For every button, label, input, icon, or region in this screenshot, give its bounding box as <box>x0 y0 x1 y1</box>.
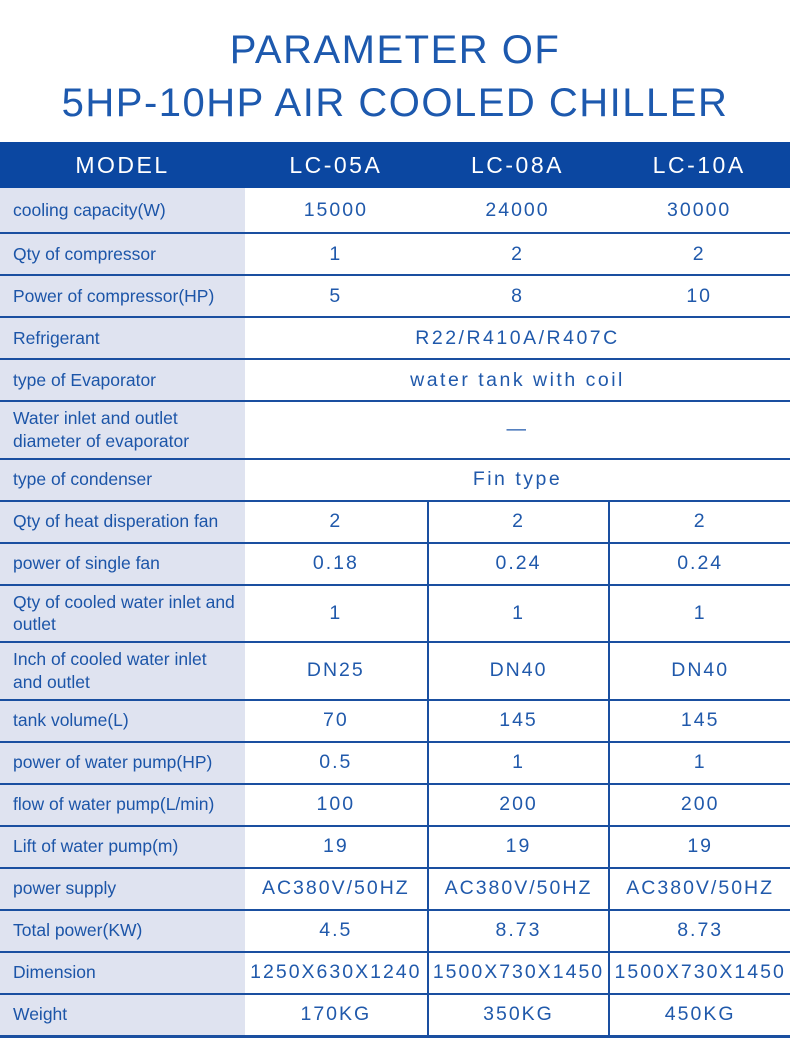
table-row: power of water pump(HP) 0.5 1 1 <box>0 742 790 785</box>
row-value: 1 <box>608 742 790 783</box>
row-value: 2 <box>692 242 706 265</box>
row-value: 2 <box>511 242 524 265</box>
table-row: Refrigerant R22/R410A/R407C <box>0 318 790 360</box>
header-column-lc10a: LC-10A <box>652 151 746 178</box>
row-value: AC380V/50HZ <box>608 868 790 909</box>
row-value: 0.5 <box>319 751 353 773</box>
row-label: cooling capacity(W) <box>0 188 245 232</box>
row-value: 30000 <box>667 198 732 221</box>
row-value: 24000 <box>485 198 550 221</box>
row-value: 19 <box>322 835 349 857</box>
row-label: Qty of cooled water inlet and outlet <box>0 585 245 641</box>
table-row: Dimension 1250X630X1240 1500X730X1450 1500X… <box>0 952 790 995</box>
table-row: Water inlet and outlet diameter of evapo… <box>0 402 790 460</box>
table-row: power of single fan 0.18 0.24 0.24 <box>0 543 790 586</box>
row-label: power of single fan <box>0 543 245 584</box>
table-row: type of Evaporator water tank with coil <box>0 360 790 402</box>
row-value: DN25 <box>306 659 365 682</box>
row-value: 1 <box>426 742 609 783</box>
row-label: power supply <box>0 868 245 909</box>
row-value: 8.73 <box>608 910 790 951</box>
row-merged-value: R22/R410A/R407C <box>415 326 620 349</box>
page-title-line1: PARAMETER OF <box>229 28 561 72</box>
row-value: AC380V/50HZ <box>426 868 609 909</box>
row-value: 145 <box>608 700 790 741</box>
table-row: Qty of heat disperation fan 2 2 2 <box>0 501 790 544</box>
row-value: 1 <box>426 585 609 641</box>
header-column-lc08a: LC-08A <box>471 151 564 178</box>
row-label: Total power(KW) <box>0 910 245 951</box>
page-title: PARAMETER OF 5HP-10HP AIR COOLED CHILLER <box>0 0 790 140</box>
row-value: 5 <box>329 284 343 307</box>
table-row: flow of water pump(L/min) 100 200 200 <box>0 784 790 827</box>
row-value: 170KG <box>300 1003 372 1025</box>
row-label: type of condenser <box>0 459 245 500</box>
table-body: cooling capacity(W) 15000 24000 30000 Qty of… <box>0 188 790 1038</box>
row-label: flow of water pump(L/min) <box>0 784 245 825</box>
page-title-line2: 5HP-10HP AIR COOLED CHILLER <box>61 80 729 125</box>
table-row: cooling capacity(W) 15000 24000 30000 <box>0 188 790 234</box>
row-value: 200 <box>426 784 609 825</box>
table-row: power supply AC380V/50HZ AC380V/50HZ AC380V… <box>0 868 790 911</box>
header-model-label: MODEL <box>75 151 170 178</box>
row-label: tank volume(L) <box>0 700 245 741</box>
header-column-lc05a: LC-05A <box>289 151 383 178</box>
row-value: 145 <box>426 700 609 741</box>
table-row: Lift of water pump(m) 19 19 19 <box>0 826 790 869</box>
table-row: type of condenser Fin type <box>0 459 790 502</box>
row-value: 200 <box>608 784 790 825</box>
table-row: tank volume(L) 70 145 145 <box>0 700 790 743</box>
row-value: DN40 <box>608 643 790 699</box>
row-value: 1 <box>608 585 790 641</box>
row-value: 19 <box>426 826 609 867</box>
row-merged-value: water tank with coil <box>410 368 625 391</box>
row-label: Weight <box>0 994 245 1035</box>
row-value: 8.73 <box>426 910 609 951</box>
row-value: 1250X630X1240 <box>250 961 422 983</box>
row-merged-value: Fin type <box>472 468 563 490</box>
row-value: 70 <box>322 709 349 731</box>
table-row: Total power(KW) 4.5 8.73 8.73 <box>0 910 790 953</box>
table-row: Qty of compressor 1 2 2 <box>0 234 790 276</box>
row-value: 4.5 <box>319 919 353 941</box>
row-value: 350KG <box>426 994 609 1035</box>
row-label: Qty of compressor <box>0 234 245 274</box>
row-value: 100 <box>316 793 356 815</box>
row-value: AC380V/50HZ <box>261 877 410 899</box>
row-label: Water inlet and outlet diameter of evapo… <box>0 402 245 458</box>
parameter-table: MODEL LC-05A LC-08A LC-10A cooling capac… <box>0 142 790 1038</box>
row-label: type of Evaporator <box>0 360 245 400</box>
row-value: 19 <box>608 826 790 867</box>
row-value: 0.24 <box>608 543 790 584</box>
row-value: 2 <box>329 510 343 532</box>
row-value: 0.24 <box>426 543 609 584</box>
row-value: 15000 <box>303 198 368 221</box>
row-value: 450KG <box>608 994 790 1035</box>
row-value: 10 <box>686 284 713 307</box>
table-row: Inch of cooled water inlet and outlet DN2… <box>0 643 790 701</box>
row-value: 8 <box>511 284 524 307</box>
row-label: power of water pump(HP) <box>0 742 245 783</box>
row-label: Inch of cooled water inlet and outlet <box>0 643 245 699</box>
row-value: 0.18 <box>312 552 359 574</box>
row-value: 1500X730X1450 <box>608 952 790 993</box>
table-row: Qty of cooled water inlet and outlet 1 1 1 <box>0 585 790 643</box>
row-merged-value: — <box>506 418 529 441</box>
row-value: 1 <box>329 242 343 265</box>
row-value: DN40 <box>426 643 609 699</box>
row-value: 1500X730X1450 <box>426 952 609 993</box>
row-label: Lift of water pump(m) <box>0 826 245 867</box>
row-label: Dimension <box>0 952 245 993</box>
row-value: 1 <box>329 601 343 624</box>
row-label: Refrigerant <box>0 318 245 358</box>
row-value: 2 <box>426 501 609 542</box>
table-row: Weight 170KG 350KG 450KG <box>0 994 790 1037</box>
table-row: Power of compressor(HP) 5 8 10 <box>0 276 790 318</box>
row-label: Power of compressor(HP) <box>0 276 245 316</box>
row-value: 2 <box>608 501 790 542</box>
row-label: Qty of heat disperation fan <box>0 501 245 542</box>
table-header-row: MODEL LC-05A LC-08A LC-10A <box>0 142 790 188</box>
